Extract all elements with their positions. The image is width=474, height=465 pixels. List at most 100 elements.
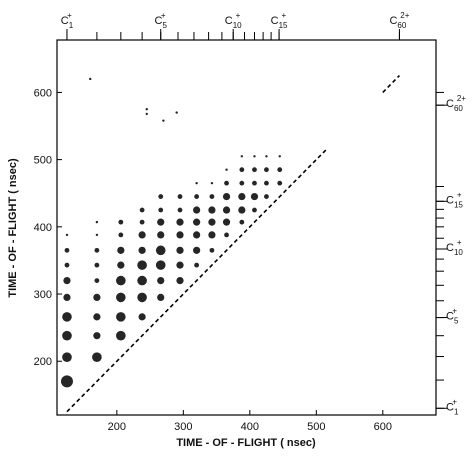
coincidence-island xyxy=(278,155,281,158)
coincidence-island xyxy=(224,180,229,186)
ion-subscript: 1 xyxy=(69,21,74,30)
coincidence-island xyxy=(138,231,146,239)
coincidence-island xyxy=(116,312,126,322)
coincidence-island xyxy=(62,312,72,322)
coincidence-island xyxy=(157,231,165,239)
coincidence-island xyxy=(252,167,257,173)
coincidence-island xyxy=(225,168,228,171)
coincidence-island xyxy=(240,155,244,158)
coincidence-island xyxy=(155,245,166,256)
coincidence-island xyxy=(177,194,183,199)
coincidence-island xyxy=(250,192,259,201)
ion-label: C5+ xyxy=(155,11,168,30)
ion-label: C15+ xyxy=(446,190,463,209)
ion-symbol: C xyxy=(271,15,279,27)
ion-label: C602+ xyxy=(389,11,409,30)
coincidence-island xyxy=(138,246,146,254)
coincidence-island xyxy=(137,292,147,303)
coincidence-island xyxy=(116,292,126,303)
coincidence-island xyxy=(63,276,71,285)
coincidence-island xyxy=(209,247,215,253)
coincidence-island xyxy=(222,192,231,201)
coincidence-island xyxy=(117,261,125,269)
ion-symbol: C xyxy=(446,194,454,206)
ion-symbol: C xyxy=(446,311,454,323)
coincidence-island xyxy=(264,194,269,199)
coincidence-island xyxy=(63,293,71,301)
coincidence-island xyxy=(176,276,184,285)
x-tick-label: 300 xyxy=(174,421,192,433)
coincidence-island xyxy=(253,155,256,158)
ion-superscript: 2+ xyxy=(457,94,466,103)
coincidence-island xyxy=(118,232,124,238)
coincidence-island xyxy=(116,275,126,286)
coincidence-island xyxy=(64,262,70,268)
ion-subscript: 5 xyxy=(162,21,167,30)
ion-subscript: 15 xyxy=(279,21,288,30)
coincidence-island xyxy=(238,192,246,201)
ion-superscript: 2+ xyxy=(400,11,409,20)
coincidence-island xyxy=(176,231,184,239)
ion-superscript: + xyxy=(457,190,462,199)
coincidence-island xyxy=(137,275,147,286)
coincidence-island xyxy=(209,194,215,199)
coincidence-island xyxy=(208,218,216,226)
ion-symbol: C xyxy=(155,15,163,27)
coincidence-island xyxy=(224,232,229,238)
ion-symbol: C xyxy=(225,15,233,27)
coincidence-island xyxy=(94,247,100,253)
coincidence-island xyxy=(158,194,164,199)
coincidence-island xyxy=(162,119,165,122)
coincidence-island xyxy=(194,262,200,268)
coincidence-island xyxy=(176,218,184,226)
ion-subscript: 60 xyxy=(454,104,463,113)
coincidence-island xyxy=(210,181,214,185)
x-tick-label: 200 xyxy=(108,421,126,433)
coincidence-island xyxy=(117,246,125,254)
ion-subscript: 15 xyxy=(454,200,463,209)
coincidence-island xyxy=(193,246,201,254)
coincidence-island xyxy=(277,180,283,186)
coincidence-island xyxy=(277,167,283,173)
coincidence-island xyxy=(145,108,148,111)
y-axis-title: TIME - OF - FLIGHT ( nsec) xyxy=(7,158,19,298)
ion-subscript: 1 xyxy=(454,407,459,416)
coincidence-island xyxy=(238,206,246,214)
ion-subscript: 10 xyxy=(233,21,242,30)
coincidence-island xyxy=(139,207,145,213)
ion-label: C602+ xyxy=(446,94,466,113)
coincidence-island xyxy=(222,206,231,214)
coincidence-island xyxy=(138,313,146,321)
coincidence-island xyxy=(193,218,201,226)
diagonal-line xyxy=(382,75,400,93)
y-tick-label: 600 xyxy=(34,87,52,99)
coincidence-island xyxy=(157,218,165,226)
ion-superscript: + xyxy=(457,238,462,247)
coincidence-island xyxy=(252,207,257,213)
coincidence-island xyxy=(208,231,216,239)
diagonal-line xyxy=(66,148,327,413)
coincidence-island xyxy=(239,180,245,186)
coincidence-island xyxy=(89,77,92,81)
coincidence-island xyxy=(195,181,198,185)
plot-frame xyxy=(56,39,437,416)
ion-superscript: + xyxy=(236,11,241,20)
ion-superscript: + xyxy=(452,307,457,316)
ion-symbol: C xyxy=(446,401,454,413)
ion-superscript: + xyxy=(282,11,287,20)
ion-subscript: 5 xyxy=(454,317,459,326)
coincidence-island xyxy=(194,194,200,199)
coincidence-island xyxy=(157,276,165,285)
coincidence-island xyxy=(62,330,72,341)
ion-label: C15+ xyxy=(271,11,288,30)
x-tick-label: 400 xyxy=(241,421,259,433)
ion-superscript: + xyxy=(161,11,166,20)
ion-symbol: C xyxy=(61,15,69,27)
x-axis-title: TIME - OF - FLIGHT ( nsec) xyxy=(176,437,316,449)
coincidence-island xyxy=(193,231,201,239)
coincidence-island xyxy=(239,219,245,225)
coincidence-island xyxy=(93,313,101,321)
ion-superscript: + xyxy=(452,397,457,406)
coincidence-island xyxy=(177,207,183,213)
